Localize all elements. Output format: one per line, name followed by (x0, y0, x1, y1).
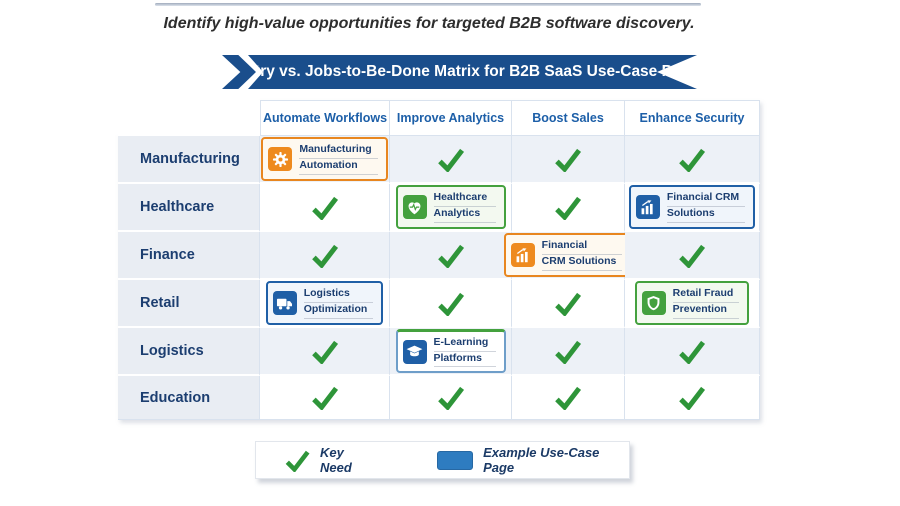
badge-label: E-Learning Platforms (433, 336, 496, 368)
matrix-cell (260, 328, 390, 376)
use-case-page-swatch-icon (437, 450, 474, 470)
matrix-cell (625, 376, 760, 420)
matrix-cell (512, 136, 625, 184)
graduation-cap-icon (402, 339, 427, 364)
matrix-cell (390, 280, 512, 328)
shield-icon (641, 291, 666, 315)
matrix-cell: Financial CRM Solutions (503, 232, 633, 280)
row-label: Finance (118, 232, 260, 280)
badge-label-line: Platforms (433, 352, 496, 368)
matrix-cell (625, 136, 760, 184)
check-icon (436, 243, 466, 268)
badge-label-line: E-Learning (433, 336, 496, 352)
column-header: Improve Analytics (390, 100, 512, 136)
banner-title: Industry vs. Jobs-to-Be-Done Matrix for … (213, 63, 708, 80)
check-icon (436, 385, 466, 410)
truck-icon (272, 291, 297, 315)
badge-label-line: Financial CRM (666, 191, 746, 207)
matrix-cell: Manufacturing Automation (260, 136, 390, 184)
use-case-badge: Financial CRM Solutions (503, 233, 633, 277)
use-case-badge: Healthcare Analytics (395, 185, 506, 229)
badge-label-line: Solutions (666, 207, 746, 223)
badge-label-line: Optimization (303, 303, 374, 319)
matrix-cell (390, 136, 512, 184)
page-subtitle: Identify high-value opportunities for ta… (163, 15, 695, 32)
badge-label: Financial CRM Solutions (666, 191, 746, 223)
matrix-cell: Logistics Optimization (260, 280, 390, 328)
badge-label: Manufacturing Automation (299, 143, 378, 175)
matrix-cell (512, 184, 625, 232)
matrix-cell (512, 328, 625, 376)
check-icon (677, 339, 707, 364)
matrix-cell (512, 280, 625, 328)
check-icon (284, 449, 311, 472)
check-icon (310, 195, 340, 220)
column-header: Boost Sales (512, 100, 625, 136)
badge-label-line: CRM Solutions (541, 255, 623, 271)
matrix-cell (625, 328, 760, 376)
matrix-cell: Retail Fraud Prevention (625, 280, 760, 328)
badge-label: Logistics Optimization (303, 287, 374, 319)
check-icon (310, 385, 340, 410)
badge-label: Retail Fraud Prevention (672, 287, 740, 319)
check-icon (553, 291, 583, 316)
check-icon (436, 147, 466, 172)
row-label: Retail (118, 280, 260, 328)
row-label: Manufacturing (118, 136, 260, 184)
badge-label-line: Analytics (433, 207, 496, 223)
badge-label-line: Prevention (672, 303, 740, 319)
matrix-corner-cell (118, 100, 260, 136)
check-icon (677, 147, 707, 172)
check-icon (553, 195, 583, 220)
use-case-badge: Logistics Optimization (265, 281, 384, 325)
gear-icon (268, 147, 293, 171)
chart-growth-icon (510, 243, 535, 267)
badge-label-line: Logistics (303, 287, 374, 303)
check-icon (553, 147, 583, 172)
industry-jtbd-matrix: Automate Workflows Improve Analytics Boost… (118, 100, 760, 420)
check-icon (553, 385, 583, 410)
check-icon (436, 291, 466, 316)
title-banner: Industry vs. Jobs-to-Be-Done Matrix for … (0, 55, 900, 89)
matrix-cell (512, 376, 625, 420)
use-case-badge: Manufacturing Automation (261, 137, 388, 181)
matrix-cell: E-Learning Platforms (390, 328, 512, 376)
badge-label-line: Healthcare (433, 191, 496, 207)
row-label: Healthcare (118, 184, 260, 232)
badge-label-line: Financial (541, 239, 623, 255)
badge-label: Healthcare Analytics (433, 191, 496, 223)
banner-ribbon-body: Industry vs. Jobs-to-Be-Done Matrix for … (248, 55, 697, 89)
badge-label-line: Retail Fraud (672, 287, 740, 303)
matrix-cell: Financial CRM Solutions (625, 184, 760, 232)
matrix-cell (260, 184, 390, 232)
top-divider-line (155, 3, 701, 6)
check-icon (677, 385, 707, 410)
banner-ribbon-tip-icon (222, 55, 256, 89)
use-case-badge: Financial CRM Solutions (628, 185, 756, 229)
badge-label: Financial CRM Solutions (541, 239, 623, 271)
use-case-badge: Retail Fraud Prevention (634, 281, 750, 325)
heart-pulse-icon (402, 195, 427, 219)
bar-chart-icon (635, 195, 660, 219)
check-icon (553, 339, 583, 364)
check-icon (310, 243, 340, 268)
legend-key-need-label: Key Need (320, 445, 352, 475)
legend: Key Need Example Use-Case Page (255, 441, 630, 479)
badge-label-line: Manufacturing (299, 143, 378, 159)
matrix-cell: Healthcare Analytics (390, 184, 512, 232)
row-label: Logistics (118, 328, 260, 376)
row-label: Education (118, 376, 260, 420)
matrix-cell (625, 232, 760, 280)
matrix-cell (390, 232, 512, 280)
matrix-cell (260, 376, 390, 420)
use-case-badge: E-Learning Platforms (395, 328, 506, 374)
badge-label-line: Automation (299, 159, 378, 175)
matrix-cell (260, 232, 390, 280)
column-header: Automate Workflows (260, 100, 390, 136)
column-header: Enhance Security (625, 100, 760, 136)
matrix-cell (390, 376, 512, 420)
legend-example-label: Example Use-Case Page (483, 445, 600, 475)
check-icon (677, 243, 707, 268)
check-icon (310, 339, 340, 364)
